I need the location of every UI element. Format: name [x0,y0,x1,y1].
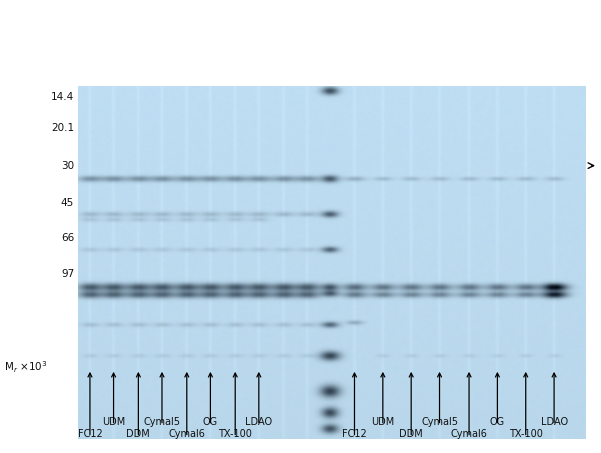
Text: Cymal5: Cymal5 [144,417,180,427]
Text: FC12: FC12 [342,429,367,439]
Text: M$_r$ ×10$^3$: M$_r$ ×10$^3$ [4,359,47,375]
Text: 14.4: 14.4 [51,92,74,102]
Text: OG: OG [203,417,218,427]
Text: Cymal6: Cymal6 [451,429,487,439]
Text: FC12: FC12 [78,429,102,439]
Text: Cymal6: Cymal6 [168,429,205,439]
Text: 45: 45 [61,198,74,208]
Text: LDAO: LDAO [540,417,568,427]
Text: DDM: DDM [399,429,423,439]
Text: 66: 66 [61,233,74,243]
Text: 30: 30 [61,161,74,171]
Text: Cymal5: Cymal5 [421,417,458,427]
Text: UDM: UDM [371,417,394,427]
Text: 20.1: 20.1 [51,123,74,133]
Text: UDM: UDM [102,417,125,427]
Text: 97: 97 [61,269,74,279]
Text: TX-100: TX-100 [218,429,252,439]
Text: TX-100: TX-100 [509,429,543,439]
Text: EM29: EM29 [600,161,601,171]
Text: DDM: DDM [126,429,150,439]
Text: OG: OG [490,417,505,427]
Text: LDAO: LDAO [245,417,272,427]
